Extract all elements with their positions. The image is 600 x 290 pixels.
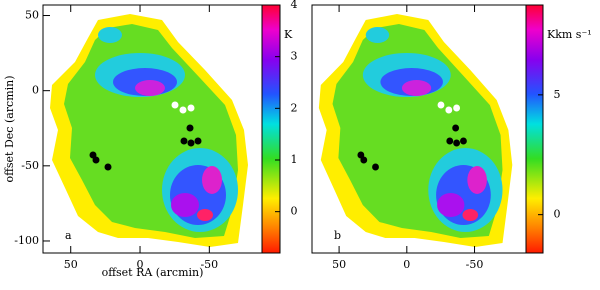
y-axis-label: offset Dec (arcmin) [3, 75, 16, 182]
colorbar-label: Kkm s⁻¹ [547, 28, 592, 41]
colorbar-tick-label: 3 [291, 50, 298, 63]
panel-label: b [334, 229, 341, 242]
x-tick-label: 0 [403, 258, 410, 271]
y-tick-label: -100 [14, 234, 39, 247]
map-a [50, 14, 248, 247]
colorbar [525, 4, 544, 254]
colorbar-label: K [284, 28, 293, 41]
colorbar-tick-label: 2 [291, 101, 298, 114]
colorbar-tick-label: 5 [554, 88, 561, 101]
y-tick-label: 0 [32, 84, 39, 97]
y-tick-label: 50 [25, 9, 39, 22]
x-tick-label: 0 [137, 258, 144, 271]
x-tick-label: 50 [64, 258, 78, 271]
colorbar [261, 4, 281, 254]
colorbar-tick-label: 0 [291, 205, 298, 218]
y-tick-label: -50 [21, 159, 39, 172]
x-axis-label: offset RA (arcmin) [102, 266, 204, 279]
panel-label: a [65, 229, 72, 242]
colorbar-tick-label: 0 [554, 208, 561, 221]
map-b [318, 14, 513, 247]
x-tick-label: -50 [200, 258, 218, 271]
x-tick-label: -50 [466, 258, 484, 271]
colorbar-tick-label: 4 [291, 0, 298, 11]
x-tick-label: 50 [332, 258, 346, 271]
colorbar-tick-label: 1 [291, 153, 298, 166]
